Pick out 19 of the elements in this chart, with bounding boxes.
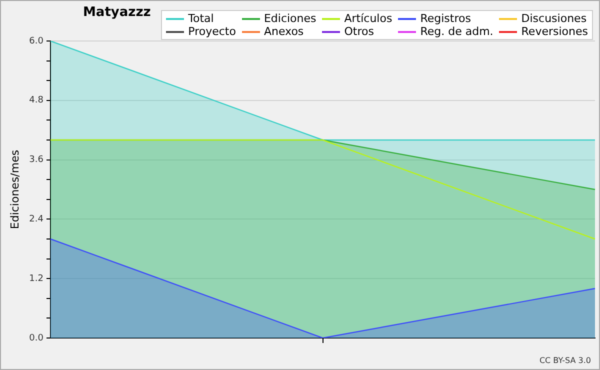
- y-tick-label: 2.4: [29, 214, 44, 225]
- legend-label: Discusiones: [521, 12, 587, 25]
- y-tick-label: 3.6: [29, 155, 44, 166]
- legend-label: Artículos: [344, 12, 392, 25]
- y-axis-title: Ediciones/mes: [8, 150, 22, 230]
- legend-label: Proyecto: [188, 25, 236, 38]
- legend-label: Registros: [420, 12, 471, 25]
- legend-label: Ediciones: [264, 12, 316, 25]
- legend-label: Reg. de adm.: [420, 25, 494, 38]
- y-tick-label: 6.0: [29, 36, 44, 46]
- legend-label: Anexos: [264, 25, 304, 38]
- legend-label: Otros: [344, 25, 374, 38]
- chart-title: Matyazzz: [83, 5, 151, 20]
- legend-label: Total: [188, 12, 214, 25]
- y-tick-label: 0.0: [29, 333, 44, 344]
- y-tick-label: 1.2: [29, 274, 44, 284]
- legend-label: Reversiones: [521, 25, 588, 38]
- text: CC BY-SA 3.0: [539, 356, 591, 365]
- y-tick-label: 4.8: [29, 96, 44, 106]
